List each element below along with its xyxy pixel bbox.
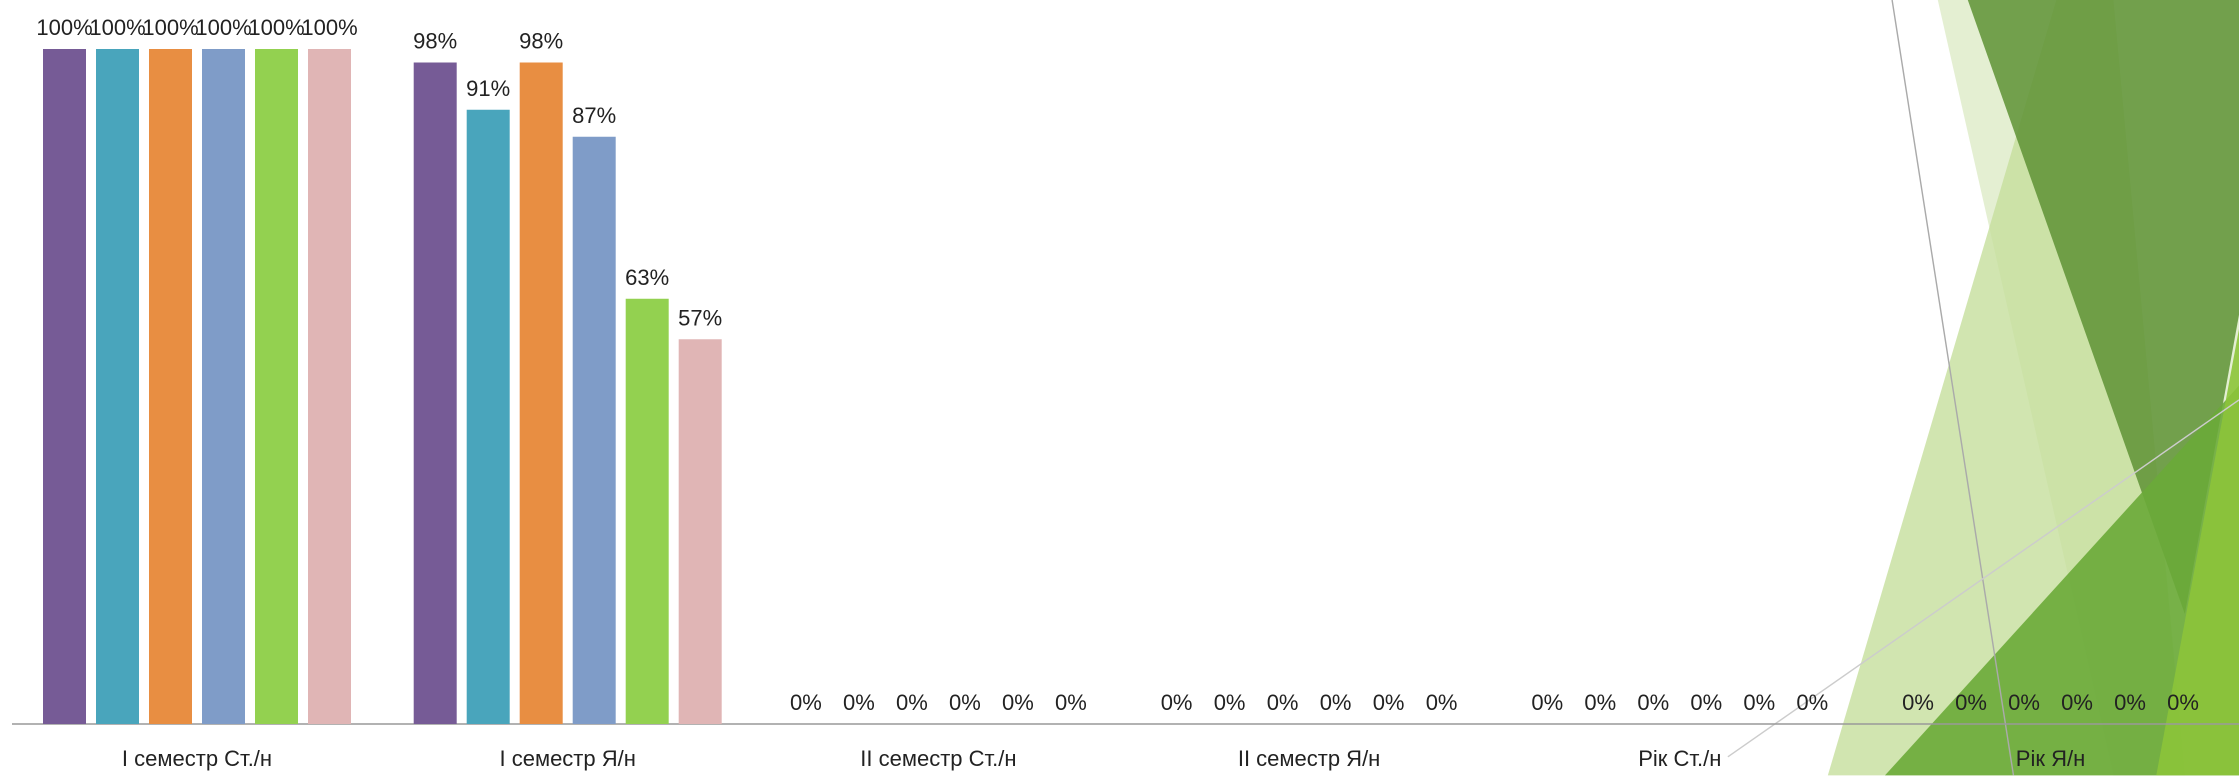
bar [678, 339, 722, 724]
bar [413, 62, 457, 724]
bar [308, 49, 351, 724]
data-label: 100% [36, 15, 92, 40]
data-label: 0% [1002, 690, 1034, 715]
data-label: 0% [1531, 690, 1563, 715]
data-label: 0% [1955, 690, 1987, 715]
data-label: 0% [1373, 690, 1405, 715]
data-label: 98% [413, 29, 457, 54]
bar [149, 49, 192, 724]
bar [572, 136, 616, 724]
data-label: 91% [466, 76, 510, 101]
data-label: 0% [1426, 690, 1458, 715]
data-label: 0% [790, 690, 822, 715]
data-label: 0% [2008, 690, 2040, 715]
data-label: 63% [625, 265, 669, 290]
x-tick-label: І семестр Я/н [499, 746, 635, 771]
data-label: 0% [1214, 690, 1246, 715]
bar [202, 49, 245, 724]
bar [255, 49, 298, 724]
data-label: 0% [2061, 690, 2093, 715]
data-label: 0% [1055, 690, 1087, 715]
data-label: 100% [195, 15, 251, 40]
bar [466, 109, 510, 724]
data-label: 0% [1161, 690, 1193, 715]
data-label: 100% [142, 15, 198, 40]
data-label: 0% [2167, 690, 2199, 715]
bar [96, 49, 139, 724]
data-label: 98% [519, 29, 563, 54]
data-label: 0% [1743, 690, 1775, 715]
x-tick-label: І семестр Ст./н [122, 746, 272, 771]
data-label: 0% [1902, 690, 1934, 715]
data-label: 0% [843, 690, 875, 715]
data-label: 100% [89, 15, 145, 40]
bar [43, 49, 86, 724]
data-label: 0% [896, 690, 928, 715]
data-label: 87% [572, 103, 616, 128]
data-label: 0% [1320, 690, 1352, 715]
data-label: 0% [1796, 690, 1828, 715]
data-label: 100% [248, 15, 304, 40]
bar [519, 62, 563, 724]
x-tick-label: ІІ семестр Ст./н [860, 746, 1016, 771]
data-label: 57% [678, 305, 722, 330]
background-decoration [1727, 0, 2239, 776]
data-label: 100% [301, 15, 357, 40]
data-label: 0% [949, 690, 981, 715]
x-tick-label: ІІ семестр Я/н [1238, 746, 1381, 771]
data-label: 0% [1637, 690, 1669, 715]
x-tick-label: Рік Ст./н [1638, 746, 1721, 771]
data-label: 0% [2114, 690, 2146, 715]
data-label: 0% [1267, 690, 1299, 715]
data-label: 0% [1584, 690, 1616, 715]
data-label: 0% [1690, 690, 1722, 715]
bar [625, 298, 669, 724]
x-tick-label: Рік Я/н [2016, 746, 2085, 771]
